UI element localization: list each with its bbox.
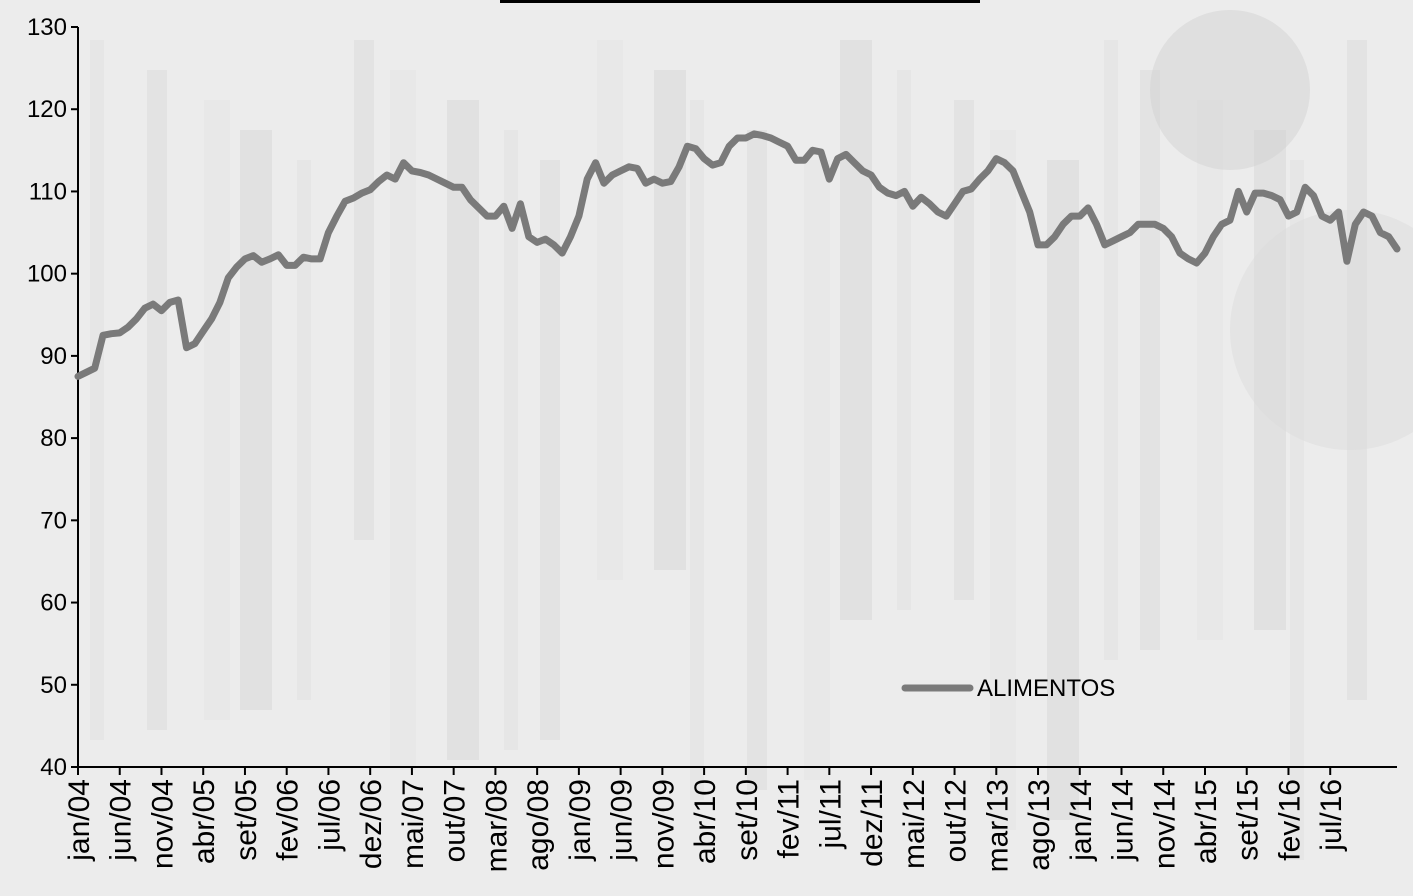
background-texture	[90, 10, 1413, 860]
legend-label-alimentos: ALIMENTOS	[977, 675, 1115, 702]
texture-blob	[1150, 10, 1310, 170]
x-tick-label: fev/16	[1273, 779, 1306, 861]
x-tick-label: mai/07	[397, 779, 430, 869]
texture-band	[297, 160, 311, 700]
x-tick-label: jul/06	[313, 779, 346, 852]
x-tick-label: set/10	[731, 779, 764, 861]
y-tick-label: 40	[40, 754, 67, 781]
texture-band	[1104, 40, 1118, 660]
x-tick-label: nov/14	[1148, 779, 1181, 869]
series-layer	[74, 130, 1401, 380]
texture-band	[747, 130, 767, 790]
x-tick-label: abr/05	[188, 779, 221, 864]
x-tick-label: nov/04	[146, 779, 179, 869]
texture-band	[147, 70, 167, 730]
texture-band	[1254, 130, 1286, 630]
legend: ALIMENTOS	[901, 675, 1115, 702]
y-tick-label: 80	[40, 425, 67, 452]
texture-band	[597, 40, 623, 580]
texture-band	[840, 40, 872, 620]
texture-band	[504, 130, 518, 750]
x-tick-label: dez/06	[355, 779, 388, 869]
texture-band	[204, 100, 230, 720]
x-tick-label: abr/15	[1190, 779, 1223, 864]
texture-band	[954, 100, 974, 600]
x-tick-label: mai/12	[898, 779, 931, 869]
texture-band	[90, 40, 104, 740]
texture-band	[804, 160, 830, 780]
y-tick-label: 60	[40, 590, 67, 617]
y-tick-label: 70	[40, 507, 67, 534]
x-tick-label: jan/09	[564, 779, 597, 862]
x-tick-label: jun/14	[1107, 779, 1140, 862]
texture-band	[540, 160, 560, 740]
texture-band	[354, 40, 374, 540]
texture-band	[1047, 160, 1079, 820]
x-tick-label: mar/08	[480, 779, 513, 872]
texture-band	[240, 130, 272, 710]
x-tick-label: nov/09	[647, 779, 680, 869]
texture-band	[897, 70, 911, 610]
x-tick-label: jan/04	[63, 779, 96, 862]
x-tick-label: ago/08	[522, 779, 555, 871]
y-tick-label: 130	[27, 14, 67, 41]
y-axis: 40 50 60 70 80 90 100 110 120 130	[27, 14, 79, 781]
texture-blob	[1230, 210, 1413, 450]
x-axis: jan/04 jun/04 nov/04 abr/05 set/05 fev/06 jul/…	[63, 766, 1397, 872]
x-tick-label: out/12	[940, 779, 973, 862]
texture-band	[1290, 160, 1304, 860]
x-tick-label: jul/11	[814, 779, 847, 850]
x-tick-label: jun/04	[105, 779, 138, 862]
x-tick-label: out/07	[439, 779, 472, 862]
x-tick-label: jun/09	[606, 779, 639, 862]
texture-band	[1197, 100, 1223, 640]
x-tick-label: jan/14	[1065, 779, 1098, 862]
texture-band	[447, 100, 479, 760]
texture-band	[390, 70, 416, 770]
y-tick-label: 110	[29, 178, 67, 205]
texture-band	[690, 100, 704, 800]
x-tick-label: jul/16	[1315, 779, 1348, 852]
x-tick-label: set/05	[230, 779, 263, 861]
title-rule	[500, 0, 980, 3]
y-tick-label: 50	[40, 672, 67, 699]
x-tick-label: ago/13	[1023, 779, 1056, 871]
y-tick-label: 100	[27, 261, 67, 288]
x-tick-label: mar/13	[981, 779, 1014, 872]
texture-band	[654, 70, 686, 570]
texture-band	[990, 130, 1016, 830]
texture-band	[1347, 40, 1367, 700]
texture-band	[1140, 70, 1160, 650]
series-line-alimentos	[74, 130, 1401, 380]
x-tick-label: abr/10	[689, 779, 722, 864]
x-tick-label: dez/11	[856, 779, 889, 867]
y-tick-label: 90	[40, 343, 67, 370]
x-tick-label: fev/06	[272, 779, 305, 861]
x-tick-label: fev/11	[773, 779, 806, 859]
x-tick-label: set/15	[1232, 779, 1265, 861]
y-tick-label: 120	[27, 96, 67, 123]
